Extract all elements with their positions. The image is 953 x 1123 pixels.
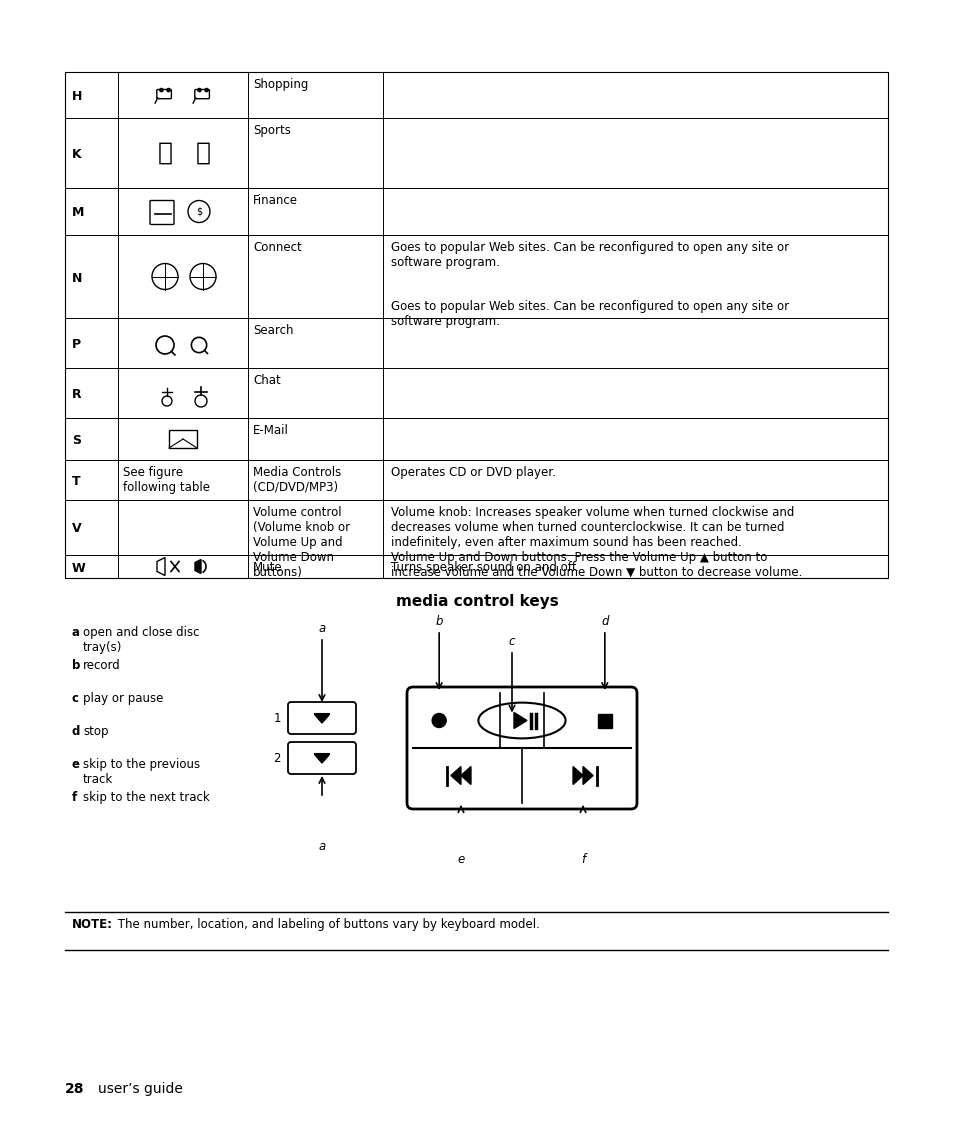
Text: 1: 1 <box>274 712 281 724</box>
Text: Chat: Chat <box>253 374 280 387</box>
FancyBboxPatch shape <box>288 702 355 734</box>
Circle shape <box>167 89 170 92</box>
Bar <box>169 430 196 448</box>
Text: Mute: Mute <box>253 562 282 574</box>
Text: record: record <box>83 659 121 672</box>
Polygon shape <box>460 767 471 785</box>
Text: T: T <box>71 475 81 489</box>
Polygon shape <box>451 767 460 785</box>
Text: Operates CD or DVD player.: Operates CD or DVD player. <box>391 466 556 480</box>
Text: b: b <box>71 659 80 672</box>
Text: 🏃: 🏃 <box>195 141 211 165</box>
Text: f: f <box>580 853 584 866</box>
Text: E-Mail: E-Mail <box>253 424 289 437</box>
Text: R: R <box>71 389 82 401</box>
Text: Finance: Finance <box>253 194 297 207</box>
Text: skip to the next track: skip to the next track <box>83 791 210 804</box>
Text: The number, location, and labeling of buttons vary by keyboard model.: The number, location, and labeling of bu… <box>113 917 539 931</box>
Polygon shape <box>582 767 593 785</box>
Text: Sports: Sports <box>253 124 291 137</box>
Bar <box>598 713 611 728</box>
Text: Media Controls
(CD/DVD/MP3): Media Controls (CD/DVD/MP3) <box>253 466 341 494</box>
Text: V: V <box>71 522 82 536</box>
Text: d: d <box>600 615 608 628</box>
Polygon shape <box>314 715 329 723</box>
Text: skip to the previous
track: skip to the previous track <box>83 758 200 786</box>
Text: b: b <box>435 615 442 628</box>
Text: K: K <box>71 148 82 161</box>
Text: Search: Search <box>253 325 294 337</box>
Text: c: c <box>508 634 515 648</box>
Bar <box>65 72 887 578</box>
Polygon shape <box>314 755 329 763</box>
Text: P: P <box>71 338 81 351</box>
Circle shape <box>205 89 208 92</box>
Text: W: W <box>71 562 86 575</box>
Text: Connect: Connect <box>253 241 301 254</box>
Circle shape <box>432 713 446 728</box>
Text: Volume knob: Increases speaker volume when turned clockwise and
decreases volume: Volume knob: Increases speaker volume wh… <box>391 506 801 579</box>
Circle shape <box>159 89 163 92</box>
Text: Shopping: Shopping <box>253 77 308 91</box>
Text: 2: 2 <box>274 751 281 765</box>
Text: c: c <box>71 692 79 705</box>
Text: user’s guide: user’s guide <box>98 1081 183 1096</box>
Text: Turns speaker sound on and off.: Turns speaker sound on and off. <box>391 562 578 574</box>
Text: e: e <box>456 853 464 866</box>
Text: e: e <box>71 758 80 772</box>
Text: f: f <box>71 791 77 804</box>
Text: 🏃: 🏃 <box>157 141 172 165</box>
Polygon shape <box>573 767 582 785</box>
Text: d: d <box>71 725 80 738</box>
Text: play or pause: play or pause <box>83 692 163 705</box>
Text: See figure
following table: See figure following table <box>123 466 210 494</box>
Polygon shape <box>194 559 201 574</box>
Text: 28: 28 <box>65 1081 85 1096</box>
Text: stop: stop <box>83 725 109 738</box>
FancyBboxPatch shape <box>407 687 637 809</box>
Polygon shape <box>514 712 526 729</box>
Text: M: M <box>71 207 84 219</box>
Text: a: a <box>318 840 325 853</box>
Text: N: N <box>71 272 82 284</box>
Text: Goes to popular Web sites. Can be reconfigured to open any site or
software prog: Goes to popular Web sites. Can be reconf… <box>391 241 788 270</box>
Text: NOTE:: NOTE: <box>71 917 112 931</box>
Text: a: a <box>318 622 325 634</box>
Text: Goes to popular Web sites. Can be reconfigured to open any site or
software prog: Goes to popular Web sites. Can be reconf… <box>391 300 788 328</box>
Text: media control keys: media control keys <box>395 594 558 609</box>
FancyBboxPatch shape <box>288 742 355 774</box>
Text: $: $ <box>195 207 202 217</box>
Text: open and close disc
tray(s): open and close disc tray(s) <box>83 626 199 654</box>
Text: Volume control
(Volume knob or
Volume Up and
Volume Down
buttons): Volume control (Volume knob or Volume Up… <box>253 506 350 579</box>
Text: S: S <box>71 433 81 447</box>
Ellipse shape <box>477 703 565 739</box>
Text: H: H <box>71 90 82 103</box>
Circle shape <box>197 89 201 92</box>
Text: a: a <box>71 626 80 639</box>
